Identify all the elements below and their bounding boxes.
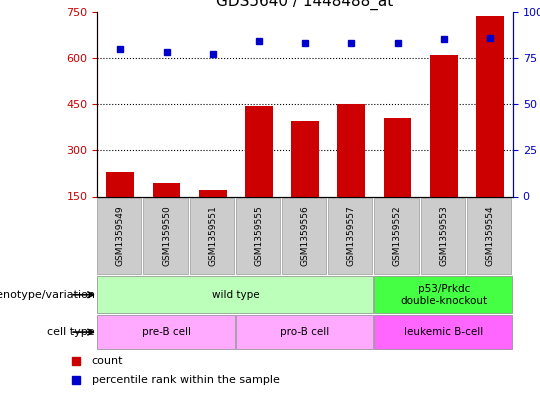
Bar [338, 104, 365, 196]
Title: GDS5640 / 1448488_at: GDS5640 / 1448488_at [217, 0, 394, 11]
Text: GSM1359550: GSM1359550 [162, 206, 171, 266]
Text: GSM1359551: GSM1359551 [208, 206, 217, 266]
Text: GSM1359555: GSM1359555 [254, 206, 264, 266]
Bar [190, 198, 234, 274]
Bar [236, 316, 373, 349]
Text: p53/Prkdc
double-knockout: p53/Prkdc double-knockout [400, 284, 487, 305]
Bar [467, 198, 511, 274]
Text: GSM1359557: GSM1359557 [347, 206, 356, 266]
Bar [144, 198, 187, 274]
Bar [97, 198, 141, 274]
Bar [153, 183, 180, 196]
Text: GSM1359554: GSM1359554 [485, 206, 495, 266]
Text: pre-B cell: pre-B cell [142, 327, 191, 337]
Text: cell type: cell type [48, 327, 95, 337]
Bar [97, 276, 373, 313]
Bar [383, 118, 411, 196]
Text: genotype/variation: genotype/variation [0, 290, 95, 300]
Text: GSM1359556: GSM1359556 [301, 206, 309, 266]
Bar [291, 121, 319, 196]
Bar [374, 198, 418, 274]
Text: GSM1359552: GSM1359552 [393, 206, 402, 266]
Text: GSM1359553: GSM1359553 [439, 206, 448, 266]
Text: wild type: wild type [212, 290, 260, 300]
Text: leukemic B-cell: leukemic B-cell [404, 327, 483, 337]
Bar [106, 172, 134, 196]
Text: pro-B cell: pro-B cell [280, 327, 330, 337]
Bar [374, 276, 512, 313]
Bar [199, 190, 227, 196]
Text: GSM1359549: GSM1359549 [116, 206, 125, 266]
Bar [476, 17, 504, 196]
Bar [236, 198, 280, 274]
Text: count: count [92, 356, 123, 366]
Bar [430, 55, 457, 196]
Bar [328, 198, 372, 274]
Bar [421, 198, 465, 274]
Bar [374, 316, 512, 349]
Bar [282, 198, 326, 274]
Bar [97, 316, 234, 349]
Text: percentile rank within the sample: percentile rank within the sample [92, 375, 280, 386]
Bar [245, 106, 273, 196]
